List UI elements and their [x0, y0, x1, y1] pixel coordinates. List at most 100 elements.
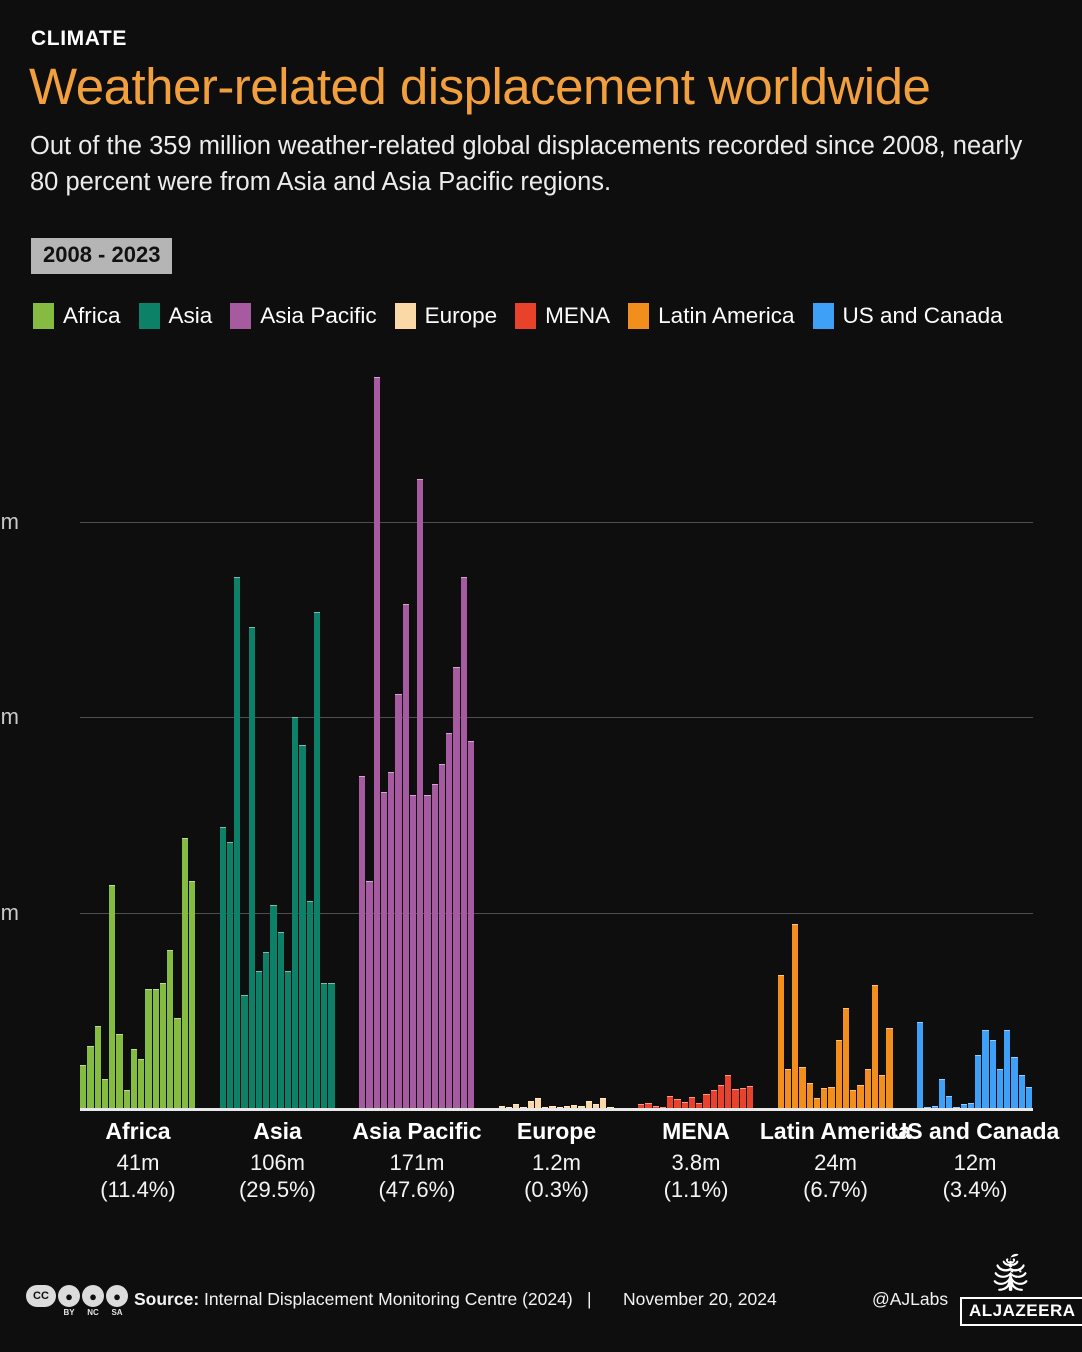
bar[interactable]	[438, 764, 446, 1108]
bar[interactable]	[989, 1039, 996, 1108]
bar[interactable]	[159, 983, 167, 1108]
legend-item-asia-pacific[interactable]: Asia Pacific	[230, 303, 377, 329]
bar[interactable]	[1004, 1029, 1011, 1108]
legend-item-latin-america[interactable]: Latin America	[628, 303, 795, 329]
bar[interactable]	[123, 1090, 130, 1108]
bar[interactable]	[960, 1104, 967, 1108]
bar[interactable]	[607, 1106, 614, 1108]
legend-item-mena[interactable]: MENA	[515, 303, 610, 329]
bar[interactable]	[784, 1068, 792, 1108]
bar[interactable]	[188, 881, 196, 1108]
bar[interactable]	[571, 1104, 578, 1108]
bar[interactable]	[431, 783, 438, 1108]
bar[interactable]	[453, 666, 460, 1108]
bar[interactable]	[967, 1103, 975, 1108]
bar[interactable]	[556, 1106, 563, 1108]
bar[interactable]	[402, 604, 409, 1108]
bar[interactable]	[1011, 1057, 1018, 1108]
bar[interactable]	[145, 988, 152, 1108]
bar[interactable]	[167, 949, 174, 1108]
legend-item-africa[interactable]: Africa	[33, 303, 121, 329]
bar[interactable]	[549, 1105, 556, 1108]
bar[interactable]	[234, 576, 241, 1108]
bar[interactable]	[688, 1097, 696, 1108]
bar[interactable]	[717, 1085, 725, 1108]
bar[interactable]	[600, 1097, 607, 1108]
bar[interactable]	[109, 885, 116, 1108]
bar[interactable]	[806, 1082, 813, 1108]
bar[interactable]	[931, 1106, 938, 1108]
bar[interactable]	[116, 1033, 123, 1108]
legend-item-europe[interactable]: Europe	[394, 303, 497, 329]
bar[interactable]	[746, 1086, 754, 1108]
bar[interactable]	[328, 983, 335, 1108]
bar[interactable]	[703, 1094, 710, 1108]
bar[interactable]	[879, 1074, 886, 1108]
bar[interactable]	[505, 1106, 513, 1108]
bar[interactable]	[732, 1089, 739, 1108]
bar[interactable]	[395, 693, 402, 1108]
bar[interactable]	[409, 795, 417, 1108]
bar[interactable]	[850, 1090, 857, 1108]
bar[interactable]	[467, 740, 475, 1108]
bar[interactable]	[578, 1106, 585, 1108]
bar[interactable]	[255, 971, 263, 1108]
bar[interactable]	[226, 842, 234, 1108]
legend-item-asia[interactable]: Asia	[138, 303, 212, 329]
bar[interactable]	[799, 1066, 806, 1108]
bar[interactable]	[498, 1105, 505, 1108]
bar[interactable]	[996, 1068, 1004, 1108]
bar[interactable]	[813, 1098, 821, 1108]
bar[interactable]	[563, 1106, 571, 1108]
bar[interactable]	[857, 1084, 864, 1108]
bar[interactable]	[777, 975, 784, 1108]
bar[interactable]	[520, 1106, 527, 1108]
bar[interactable]	[842, 1008, 850, 1108]
bar[interactable]	[380, 791, 388, 1108]
bar[interactable]	[87, 1045, 94, 1108]
bar[interactable]	[181, 838, 188, 1108]
bar[interactable]	[835, 1039, 842, 1108]
bar[interactable]	[101, 1078, 109, 1108]
bar[interactable]	[1018, 1074, 1025, 1108]
bar[interactable]	[975, 1055, 982, 1108]
bar[interactable]	[592, 1104, 600, 1108]
bar[interactable]	[953, 1106, 960, 1108]
bar[interactable]	[1025, 1086, 1033, 1108]
bar[interactable]	[174, 1018, 181, 1108]
bar[interactable]	[359, 775, 366, 1108]
bar[interactable]	[652, 1106, 659, 1108]
bar[interactable]	[645, 1103, 652, 1108]
bar[interactable]	[424, 795, 431, 1108]
bar[interactable]	[417, 479, 424, 1108]
bar[interactable]	[513, 1104, 520, 1108]
bar[interactable]	[638, 1104, 645, 1108]
bar[interactable]	[674, 1099, 681, 1108]
bar[interactable]	[138, 1059, 145, 1108]
bar[interactable]	[938, 1078, 946, 1108]
bar[interactable]	[739, 1088, 746, 1108]
bar[interactable]	[292, 717, 299, 1108]
bar[interactable]	[886, 1027, 893, 1108]
bar[interactable]	[446, 732, 453, 1108]
bar[interactable]	[917, 1022, 924, 1108]
bar[interactable]	[585, 1100, 592, 1108]
bar[interactable]	[373, 377, 380, 1108]
bar[interactable]	[241, 994, 248, 1108]
bar[interactable]	[667, 1096, 674, 1108]
bar[interactable]	[659, 1106, 667, 1108]
bar[interactable]	[366, 881, 373, 1108]
bar[interactable]	[277, 932, 284, 1108]
bar[interactable]	[725, 1074, 732, 1108]
bar[interactable]	[982, 1029, 989, 1108]
bar[interactable]	[219, 826, 226, 1108]
bar[interactable]	[460, 576, 467, 1108]
bar[interactable]	[80, 1065, 87, 1108]
bar[interactable]	[710, 1090, 717, 1108]
bar[interactable]	[828, 1086, 835, 1108]
legend-item-us-and-canada[interactable]: US and Canada	[812, 303, 1003, 329]
bar[interactable]	[946, 1096, 953, 1108]
bar[interactable]	[388, 772, 395, 1108]
bar[interactable]	[542, 1106, 549, 1108]
bar[interactable]	[792, 924, 799, 1108]
